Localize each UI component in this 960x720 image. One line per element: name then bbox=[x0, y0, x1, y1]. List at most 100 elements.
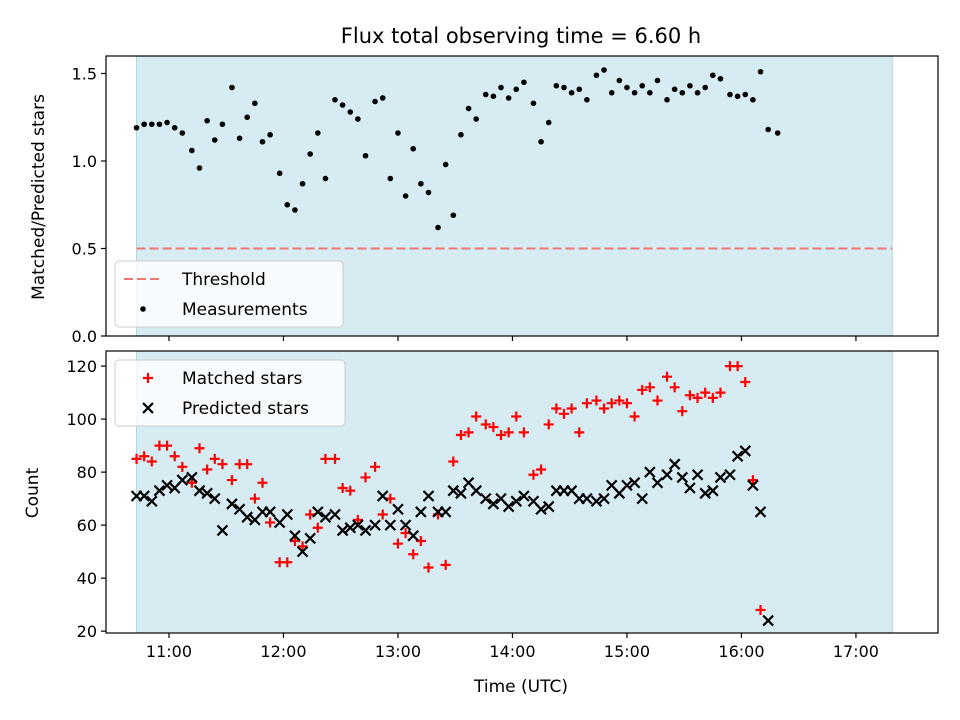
measurement-point bbox=[584, 96, 590, 103]
measurement-point bbox=[229, 84, 235, 91]
matched-stars-point bbox=[448, 456, 459, 467]
measurement-point bbox=[252, 100, 258, 107]
measurement-point bbox=[179, 130, 186, 136]
predicted-stars-point bbox=[304, 532, 316, 545]
x-tick-label: 15:00 bbox=[604, 642, 650, 661]
predicted-stars-point bbox=[455, 487, 467, 500]
predicted-stars-point bbox=[644, 466, 656, 478]
top-y-tick-label: 0.5 bbox=[72, 240, 97, 259]
measurement-point bbox=[505, 95, 512, 101]
measurement-point bbox=[553, 82, 560, 89]
matched-stars-point bbox=[282, 557, 293, 568]
bottom-legend-box bbox=[114, 359, 346, 427]
predicted-stars-point bbox=[336, 524, 349, 537]
measurement-point bbox=[395, 130, 401, 136]
x-tick-label: 16:00 bbox=[718, 642, 764, 661]
predicted-stars-point bbox=[146, 495, 158, 508]
predicted-stars-point bbox=[392, 503, 404, 516]
predicted-stars-point bbox=[312, 506, 324, 518]
bottom-series-matched-stars bbox=[131, 361, 766, 615]
measurement-point bbox=[362, 152, 369, 159]
measurement-point bbox=[757, 68, 764, 75]
predicted-stars-point bbox=[762, 614, 774, 627]
matched-stars-point bbox=[740, 377, 751, 388]
matched-stars-point bbox=[644, 382, 655, 393]
matched-stars-point bbox=[692, 392, 703, 403]
measurement-point bbox=[148, 121, 155, 128]
matched-stars-point bbox=[503, 427, 514, 438]
chart-title: Flux total observing time = 6.60 h bbox=[341, 24, 701, 48]
bottom-y-axis-label: Count bbox=[23, 467, 43, 518]
predicted-stars-point bbox=[510, 495, 523, 508]
matched-stars-point bbox=[337, 483, 348, 494]
measurement-point bbox=[347, 109, 354, 115]
top-axes: 0.0 0.5 1.0 1.5 Threshold Measurements bbox=[72, 55, 939, 346]
measurement-point bbox=[465, 105, 472, 112]
predicted-stars-point bbox=[241, 511, 253, 523]
measurement-point bbox=[545, 119, 552, 126]
predicted-stars-point bbox=[415, 506, 427, 518]
matched-stars-point bbox=[249, 493, 260, 504]
matched-stars-point bbox=[536, 464, 547, 475]
measurement-point bbox=[211, 137, 218, 143]
matched-stars-point bbox=[360, 472, 371, 483]
bottom-axes: 20 40 60 80 100 120 11:00 12:00 13:00 14:00 15:00 1… bbox=[66, 350, 939, 661]
top-y-tick-label: 0.0 bbox=[72, 327, 97, 346]
matched-stars-point bbox=[202, 464, 213, 475]
matched-stars-point bbox=[345, 485, 356, 496]
predicted-stars-point bbox=[439, 506, 452, 518]
measurement-point bbox=[267, 131, 273, 138]
matched-stars-point bbox=[511, 411, 522, 422]
top-y-axis-label: Matched/Predicted stars bbox=[29, 94, 49, 300]
matched-stars-point bbox=[455, 430, 466, 441]
legend-label-measurements: Measurements bbox=[182, 300, 308, 320]
predicted-stars-point bbox=[176, 474, 189, 486]
matched-stars-point bbox=[217, 459, 228, 470]
measurement-point bbox=[647, 89, 653, 96]
predicted-stars-point bbox=[193, 484, 206, 497]
measurement-point bbox=[410, 145, 417, 152]
matched-stars-point bbox=[265, 517, 276, 528]
matched-stars-point bbox=[162, 440, 173, 451]
predicted-stars-point bbox=[319, 511, 332, 523]
matched-stars-point bbox=[209, 453, 220, 464]
predicted-stars-point bbox=[651, 476, 664, 489]
measurement-point bbox=[482, 91, 489, 98]
matched-stars-point bbox=[707, 392, 718, 403]
matched-stars-point bbox=[621, 398, 632, 409]
matched-stars-point bbox=[370, 461, 381, 472]
predicted-stars-point bbox=[699, 487, 711, 500]
measurement-point bbox=[339, 102, 346, 108]
predicted-stars-point bbox=[376, 490, 389, 502]
legend-measurement-swatch bbox=[140, 306, 146, 312]
predicted-stars-point bbox=[731, 450, 744, 462]
measurement-point bbox=[322, 175, 329, 182]
measurement-point bbox=[727, 91, 733, 98]
predicted-stars-point bbox=[138, 490, 150, 502]
measurement-point bbox=[734, 93, 741, 100]
measurement-point bbox=[355, 116, 361, 122]
predicted-stars-point bbox=[479, 492, 492, 505]
predicted-stars-point bbox=[359, 524, 372, 537]
predicted-stars-point bbox=[352, 519, 364, 531]
measurement-point bbox=[568, 89, 575, 96]
matched-stars-point bbox=[496, 430, 507, 441]
matched-stars-point bbox=[558, 408, 569, 419]
measurement-point bbox=[315, 130, 321, 136]
matched-stars-point bbox=[614, 395, 625, 406]
predicted-stars-point bbox=[676, 471, 689, 484]
measurement-point bbox=[608, 89, 615, 96]
predicted-stars-point bbox=[369, 519, 381, 531]
predicted-stars-point bbox=[535, 503, 547, 516]
predicted-stars-point bbox=[754, 506, 767, 518]
measurement-point bbox=[133, 124, 140, 131]
measurement-point bbox=[284, 201, 291, 208]
predicted-stars-point bbox=[714, 471, 727, 484]
measurement-point bbox=[435, 224, 441, 231]
predicted-stars-point bbox=[621, 479, 633, 492]
legend-predicted-swatch bbox=[142, 402, 154, 414]
measurement-point bbox=[654, 77, 661, 84]
matched-stars-point bbox=[440, 559, 451, 570]
measurement-point bbox=[372, 98, 378, 105]
predicted-stars-point bbox=[344, 522, 357, 534]
